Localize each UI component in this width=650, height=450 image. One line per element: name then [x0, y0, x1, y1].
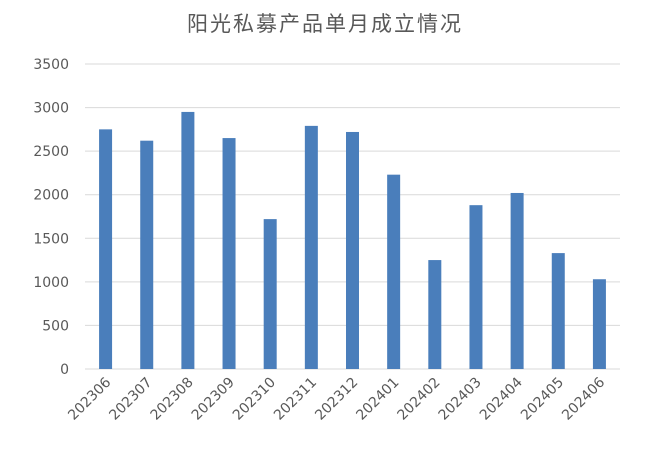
x-tick-label: 202402 [395, 375, 444, 424]
x-tick-label: 202308 [148, 375, 197, 424]
bar [99, 129, 113, 369]
x-tick-label: 202404 [477, 374, 526, 423]
y-tick-label: 1500 [33, 231, 69, 247]
x-tick-label: 202306 [65, 374, 114, 423]
x-tick-label: 202401 [353, 375, 402, 424]
bar [263, 219, 277, 369]
bar [428, 260, 442, 369]
bar [592, 279, 606, 369]
x-tick-label: 202311 [271, 375, 320, 424]
x-tick-label: 202406 [559, 374, 608, 423]
bar [387, 174, 401, 369]
y-tick-label: 2500 [33, 144, 69, 160]
y-tick-label: 500 [42, 318, 69, 334]
x-tick-label: 202403 [436, 375, 485, 424]
y-tick-label: 3000 [33, 101, 69, 117]
bar [222, 138, 236, 369]
bar [346, 131, 359, 369]
y-tick-label: 3500 [33, 57, 69, 73]
bar [140, 140, 154, 369]
x-tick-label: 202307 [106, 375, 155, 424]
bar [510, 192, 524, 369]
bar [551, 253, 565, 369]
bar [469, 205, 483, 369]
y-tick-label: 0 [60, 362, 69, 378]
x-tick-label: 202309 [189, 375, 238, 424]
bar [304, 125, 318, 369]
chart-title: 阳光私募产品单月成立情况 [187, 12, 463, 36]
bar [181, 111, 195, 369]
y-tick-label: 2000 [33, 188, 69, 204]
x-tick-label: 202310 [230, 375, 279, 424]
y-tick-label: 1000 [33, 275, 69, 291]
x-tick-label: 202405 [518, 375, 567, 424]
x-tick-label: 202312 [312, 375, 361, 424]
